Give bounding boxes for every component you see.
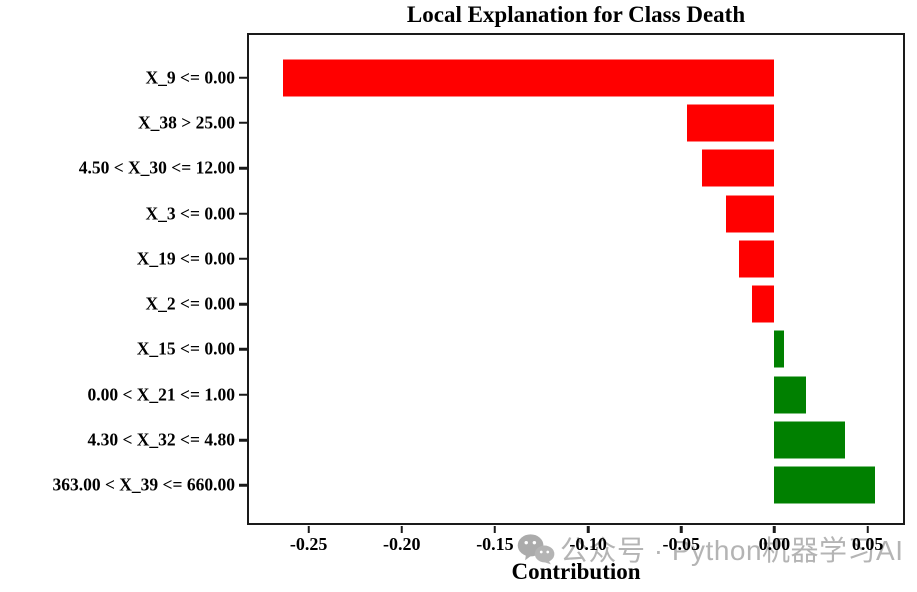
x-tick [400,525,404,533]
bar-row: X_3 <= 0.00 [146,191,903,236]
bar-rows: X_9 <= 0.00 X_38 > 25.00 4.50 < X_30 <= 12… [52,35,903,523]
y-tick-label: X_15 <= 0.00 [136,338,235,359]
y-tick [238,257,247,261]
wechat-icon [517,534,555,565]
y-tick-label: 0.00 < X_21 <= 1.00 [87,384,235,405]
y-tick [238,484,247,487]
contribution-bar [282,59,775,97]
x-tick [773,525,776,533]
watermark: 公众号 · Python机器学习AI [517,529,904,569]
contribution-bar [774,376,807,414]
contribution-bar [774,421,846,459]
contribution-bar [701,149,775,187]
y-tick [238,121,247,125]
y-tick [238,348,247,351]
bar-row: 0.00 < X_21 <= 1.00 [87,372,903,417]
y-tick [238,166,247,170]
y-tick [238,212,247,215]
contribution-bar [686,104,775,142]
bar-row: X_2 <= 0.00 [146,281,903,326]
bar-row: X_9 <= 0.00 [146,55,903,100]
bar-row: X_19 <= 0.00 [137,236,903,281]
x-tick-label: 0.00 [758,534,791,554]
y-tick [238,393,247,396]
x-tick-label: -0.05 [662,534,701,554]
x-tick-label: -0.10 [569,534,607,554]
bar-row: 4.50 < X_30 <= 12.00 [79,146,903,191]
plot-area: X_9 <= 0.00 X_38 > 25.00 4.50 < X_30 <= 12… [52,33,905,554]
x-tick [866,525,869,533]
x-tick [586,525,590,533]
x-tick [493,525,497,533]
x-tick-label: -0.25 [289,534,328,554]
bar-row: X_38 > 25.00 [138,100,903,145]
y-tick-label: 4.30 < X_32 <= 4.80 [87,429,235,450]
y-tick-label: X_3 <= 0.00 [145,203,235,224]
x-tick-label: 0.05 [851,534,884,554]
y-tick-label: 363.00 < X_39 <= 660.00 [52,474,235,495]
x-tick-label: -0.15 [476,534,514,554]
contribution-bar [774,466,876,504]
contribution-bar [774,330,784,368]
y-tick-label: X_38 > 25.00 [138,112,235,133]
y-tick [238,76,247,79]
y-tick [238,302,247,306]
x-axis-label: Contribution [511,559,641,584]
x-tick-label: -0.20 [383,534,421,554]
x-tick [680,525,683,533]
chart-title: Local Explanation for Class Death [406,2,746,27]
contribution-bar [752,285,775,323]
bar-row: 363.00 < X_39 <= 660.00 [52,463,903,508]
bar-row: 4.30 < X_32 <= 4.80 [87,417,903,462]
x-tick [307,525,310,533]
y-tick-label: X_19 <= 0.00 [136,248,235,269]
y-tick [238,438,247,442]
y-tick-label: X_9 <= 0.00 [145,67,235,88]
watermark-text: 公众号 · Python机器学习AI [560,535,904,566]
contribution-bar [725,195,775,233]
bar-row: X_15 <= 0.00 [137,327,903,372]
contribution-bar [739,240,775,278]
y-tick-label: 4.50 < X_30 <= 12.00 [78,157,235,178]
y-tick-label: X_2 <= 0.00 [145,293,235,314]
